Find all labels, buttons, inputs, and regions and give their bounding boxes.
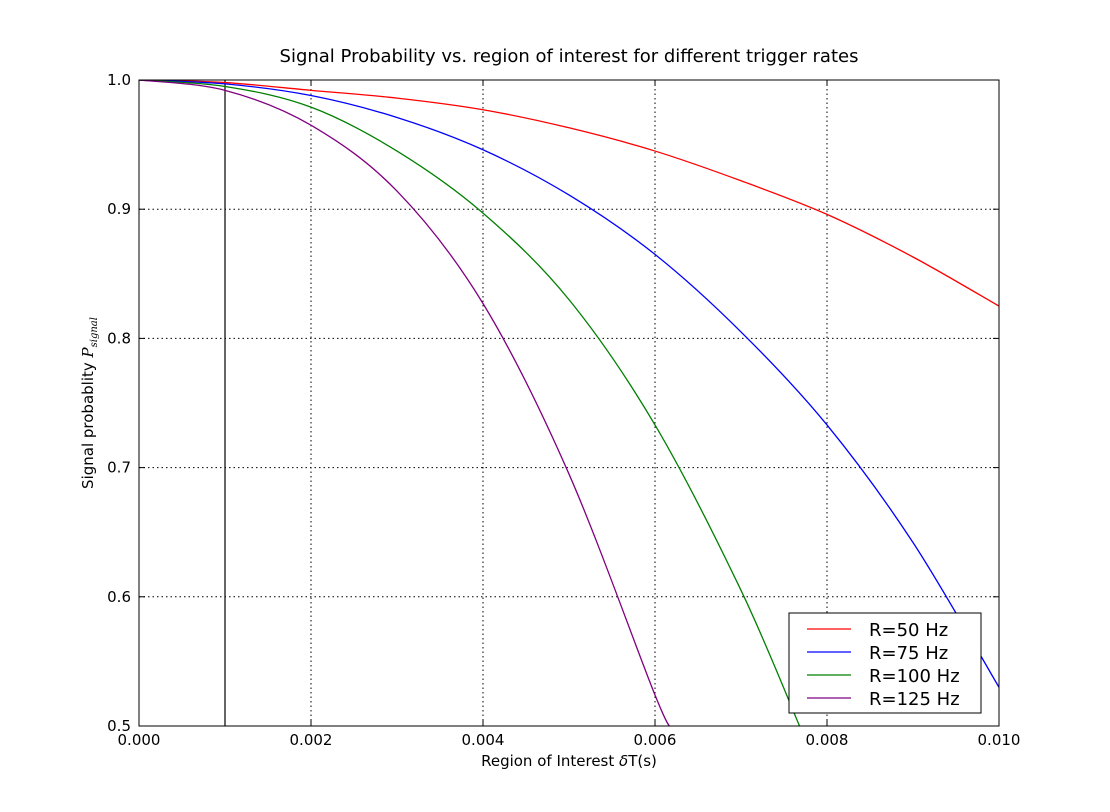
x-tick-label: 0.010	[978, 731, 1021, 749]
x-tick-label: 0.008	[806, 731, 849, 749]
x-axis-label: Region of Interest δT(s)	[481, 752, 657, 770]
y-axis-label-subscript: signal	[89, 317, 100, 347]
series-line-2	[139, 80, 801, 726]
y-axis-label-prefix: Signal probablity	[79, 357, 97, 488]
series-line-1	[139, 80, 999, 688]
y-tick-label: 0.6	[107, 588, 131, 606]
y-axis-label-symbol: P	[79, 346, 97, 358]
legend-items: R=50 HzR=75 HzR=100 HzR=125 Hz	[807, 620, 960, 710]
legend: R=50 HzR=75 HzR=100 HzR=125 Hz	[788, 612, 982, 714]
series-line-3	[139, 80, 671, 726]
x-tick-label: 0.006	[634, 731, 677, 749]
y-axis-label: Signal probablity Psignal	[79, 317, 100, 489]
y-tick-label: 0.5	[107, 717, 131, 735]
legend-box	[788, 612, 982, 714]
x-tick-label: 0.004	[462, 731, 505, 749]
grid-layer	[139, 80, 999, 726]
plot-frame	[138, 79, 1000, 727]
y-tick-label: 0.9	[107, 200, 131, 218]
y-tick-label: 0.8	[107, 329, 131, 347]
x-tick-label: 0.000	[118, 731, 161, 749]
series-layer	[139, 80, 999, 726]
legend-label: R=50 Hz	[869, 620, 948, 641]
series-line-0	[139, 80, 999, 307]
x-axis-label-symbol: δ	[619, 752, 628, 770]
x-axis-label-prefix: Region of Interest	[481, 752, 619, 770]
legend-label: R=75 Hz	[869, 643, 948, 664]
x-axis-label-suffix: T(s)	[627, 752, 657, 770]
chart-title: Signal Probability vs. region of interes…	[280, 46, 859, 67]
legend-label: R=100 Hz	[869, 666, 960, 687]
y-tick-label: 0.7	[107, 459, 131, 477]
x-tick-label: 0.002	[290, 731, 333, 749]
y-tick-label: 1.0	[107, 71, 131, 89]
tick-layer: 0.000 0.002 0.004 0.006 0.008 0.010 0.5 0.6 0.7 0…	[107, 71, 1020, 749]
legend-label: R=125 Hz	[869, 689, 960, 710]
